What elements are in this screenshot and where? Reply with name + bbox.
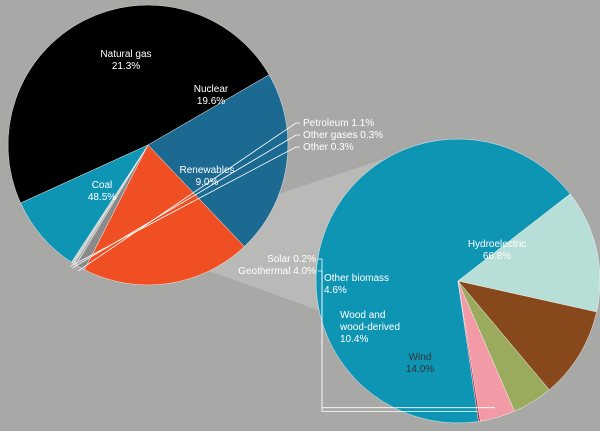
main-leader-other <box>70 146 300 267</box>
sub-label-wind: Wind 14.0% <box>406 352 434 375</box>
sub-label-other-biomass: Other biomass 4.6% <box>324 273 389 296</box>
sub-label-hydroelectric: Hydroelectric 66.8% <box>468 239 526 262</box>
sub-label-wood-and-wood-derived: Wood and wood-derived 10.4% <box>339 310 400 345</box>
main-slice-nuclear <box>84 144 245 286</box>
main-label-other: Other 0.3% <box>303 142 354 153</box>
main-label-coal: Coal 48.5% <box>88 180 116 203</box>
sub-label-geothermal: Geothermal 4.0% <box>238 266 316 277</box>
main-label-nuclear: Nuclear 19.6% <box>194 84 229 107</box>
main-label-renewables: Renewables 9.0% <box>179 165 234 188</box>
main-leader-other-gases <box>72 134 300 269</box>
main-label-petroleum: Petroleum 1.1% <box>303 118 374 129</box>
sub-slice-wind <box>457 193 600 313</box>
main-label-natural-gas: Natural gas 21.3% <box>100 49 151 72</box>
main-slice-renewables <box>20 144 149 263</box>
sub-label-solar: Solar 0.2% <box>267 254 316 265</box>
main-slice-coal <box>7 4 270 204</box>
main-slice-natural-gas <box>147 74 289 247</box>
sub-slice-solar <box>457 280 481 422</box>
sub-slice-wood-and-wood-derived <box>457 280 597 391</box>
main-label-other-gases: Other gases 0.3% <box>303 130 383 141</box>
sub-leader-solar <box>318 258 478 412</box>
